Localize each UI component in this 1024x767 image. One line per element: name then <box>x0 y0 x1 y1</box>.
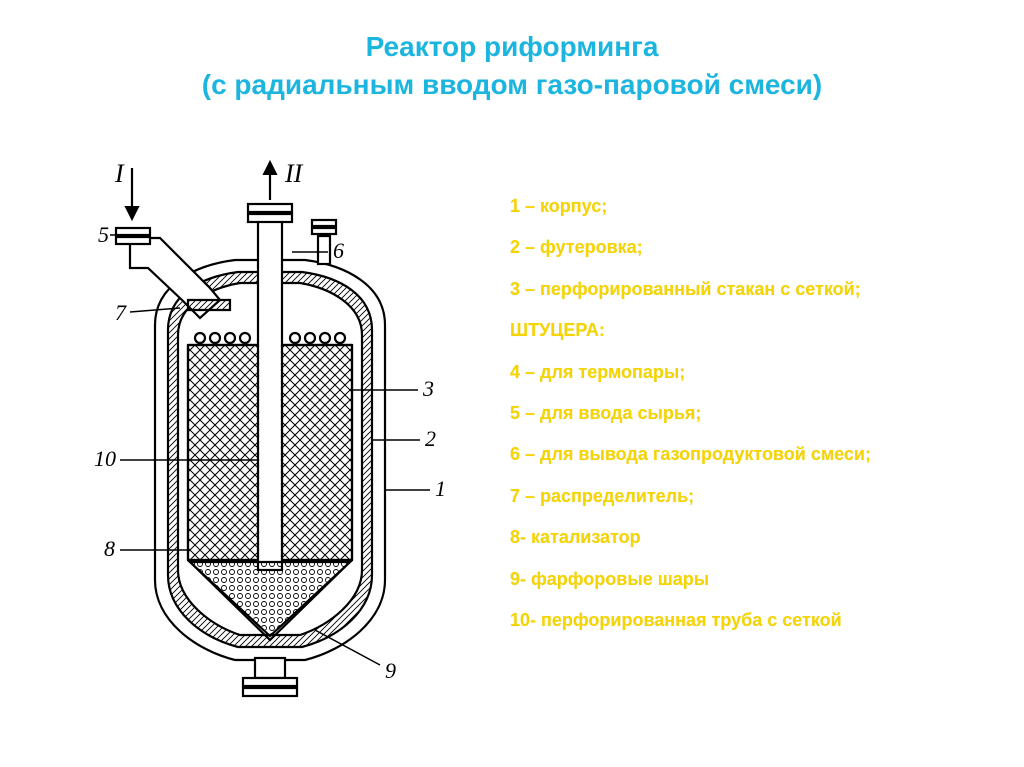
flow-label-in: I <box>114 160 125 188</box>
legend-item: 5 – для ввода сырья; <box>510 402 980 425</box>
callout-3: 3 <box>422 376 434 401</box>
legend-item: 8- катализатор <box>510 526 980 549</box>
callout-10: 10 <box>94 446 116 471</box>
legend-item: 4 – для термопары; <box>510 361 980 384</box>
legend-item: 10- перфорированная труба с сеткой <box>510 609 980 632</box>
title-line-2: (с радиальным вводом газо-паровой смеси) <box>0 66 1024 104</box>
title-line-1: Реактор риформинга <box>0 28 1024 66</box>
page-title: Реактор риформинга (с радиальным вводом … <box>0 28 1024 104</box>
legend-item: 1 – корпус; <box>510 195 980 218</box>
legend-item: 7 – распределитель; <box>510 485 980 508</box>
reactor-diagram: I II 1 2 3 5 6 7 8 9 10 <box>60 160 470 730</box>
legend-item: 2 – футеровка; <box>510 236 980 259</box>
legend-item: 3 – перфорированный стакан с сеткой; <box>510 278 980 301</box>
legend-item: 6 – для вывода газопродуктовой смеси; <box>510 443 980 466</box>
callout-8: 8 <box>104 536 115 561</box>
reactor-svg: I II 1 2 3 5 6 7 8 9 10 <box>60 160 470 730</box>
legend-item: ШТУЦЕРА: <box>510 319 980 342</box>
legend-item: 9- фарфоровые шары <box>510 568 980 591</box>
central-tube <box>258 220 282 570</box>
callout-6: 6 <box>333 238 344 263</box>
inlet-nozzle <box>116 228 230 318</box>
callout-5: 5 <box>98 222 109 247</box>
bottom-flange <box>243 658 297 696</box>
legend: 1 – корпус; 2 – футеровка; 3 – перфориро… <box>510 195 980 650</box>
callout-7: 7 <box>115 300 127 325</box>
callout-2: 2 <box>425 426 436 451</box>
callout-9: 9 <box>385 658 396 683</box>
outlet-flange <box>248 204 292 222</box>
flow-label-out: II <box>284 160 304 188</box>
callout-1: 1 <box>435 476 446 501</box>
